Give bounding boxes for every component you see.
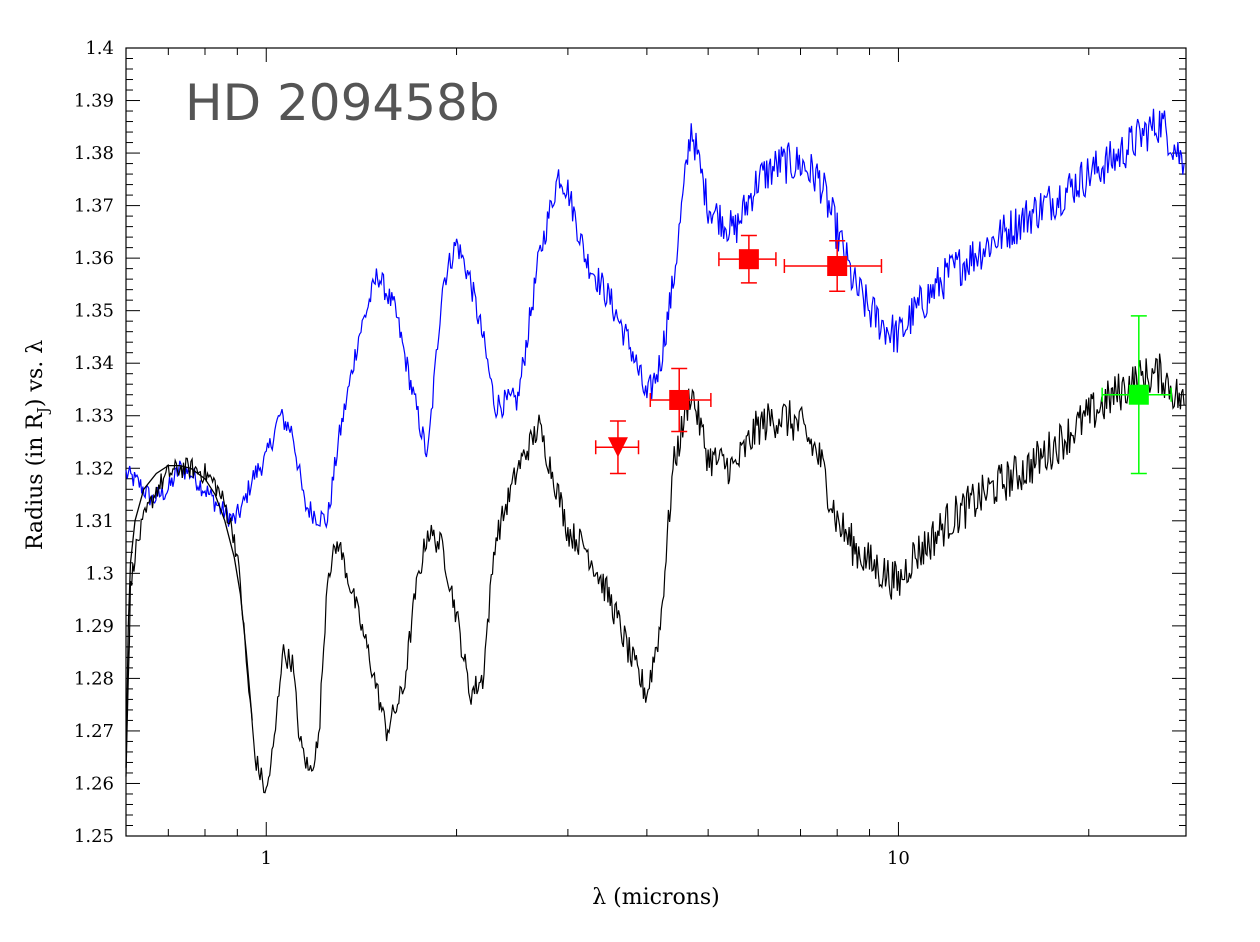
y-axis-title-suffix: ) vs. λ [23,340,48,407]
data-point-5 [1101,315,1172,475]
x-axis-title: λ (microns) [592,885,720,910]
y-axis-title-main: Radius (in R [23,412,48,551]
data-point-3 [718,234,777,284]
x-tick-label: 1 [261,848,272,869]
y-tick-label: 1.28 [74,668,114,689]
data-point-2 [649,367,712,433]
y-tick-label: 1.31 [74,511,114,532]
y-tick-label: 1.34 [74,353,114,374]
y-tick-label: 1.36 [74,248,114,269]
y-tick-label: 1.35 [74,301,114,322]
data-point-1 [594,420,640,475]
smooth-model-curve [125,464,253,768]
y-tick-label: 1.3 [85,563,114,584]
y-tick-label: 1.4 [85,38,114,59]
y-tick-label: 1.33 [74,406,114,427]
plot-data-points [594,234,1172,475]
square-marker [738,249,759,270]
black-spectrum-line [125,353,1185,794]
plot-axes: 1.25 1.26 1.27 1.28 1.29 1.3 1.31 1.32 1.33 1.34 1… [74,38,1187,869]
y-tick-label: 1.38 [74,143,114,164]
triangle-marker [607,437,628,458]
y-tick-label: 1.25 [74,826,114,847]
plot-frame [125,47,1187,837]
square-marker [669,389,690,410]
y-axis-title-subscript: J [34,407,52,415]
data-point-4 [783,240,883,292]
square-marker [827,256,848,277]
square-marker [1128,384,1149,405]
y-tick-label: 1.39 [74,91,114,112]
y-tick-label: 1.37 [74,196,114,217]
y-tick-label: 1.29 [74,616,114,637]
plot-series [125,108,1185,794]
blue-spectrum-line [125,108,1185,529]
y-tick-label: 1.32 [74,458,114,479]
chart-title: HD 209458b [185,74,500,132]
y-tick-label: 1.26 [74,773,114,794]
y-tick-label: 1.27 [74,721,114,742]
x-tick-label: 10 [887,848,910,869]
y-axis-title: Radius (in RJ) vs. λ [23,340,52,550]
